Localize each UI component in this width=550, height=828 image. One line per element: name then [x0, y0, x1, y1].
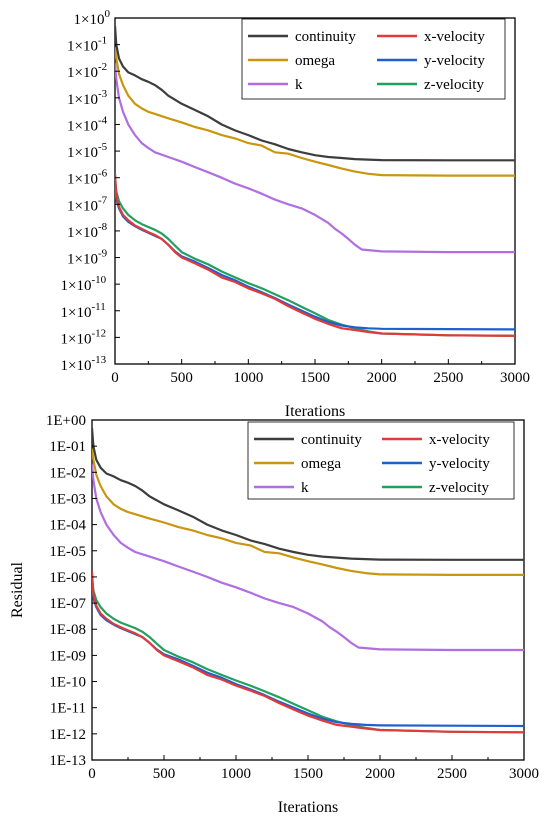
y-tick-label: 1×10 — [67, 145, 98, 161]
y-tick-label: 1E-06 — [49, 570, 86, 586]
x-tick-label: 500 — [170, 370, 193, 386]
legend-label-continuity: continuity — [301, 432, 362, 448]
y-tick-label: 1×10 — [74, 12, 105, 28]
legend-label-y-velocity: y-velocity — [424, 53, 485, 69]
x-tick-label: 2500 — [433, 370, 463, 386]
x-tick-label: 1000 — [221, 766, 251, 782]
y-tick-exponent: -3 — [98, 88, 108, 100]
y-tick-exponent: -11 — [92, 301, 106, 313]
y-tick-exponent: -6 — [98, 168, 108, 180]
y-tick-label: 1×10 — [67, 118, 98, 134]
y-tick-label: 1E-09 — [49, 648, 86, 664]
legend-label-z-velocity: z-velocity — [429, 480, 489, 496]
y-tick-exponent: -9 — [98, 248, 108, 260]
x-tick-label: 500 — [153, 766, 176, 782]
x-tick-label: 1500 — [293, 766, 323, 782]
x-tick-label: 3000 — [509, 766, 539, 782]
y-tick-label: 1E-13 — [49, 753, 86, 769]
y-tick-exponent: 0 — [105, 8, 111, 20]
y-tick-label: 1×10 — [67, 172, 98, 188]
x-tick-label: 0 — [88, 766, 96, 782]
series-line-omega — [92, 448, 524, 577]
y-tick-exponent: -8 — [98, 221, 108, 233]
y-tick-exponent: -7 — [98, 194, 108, 206]
x-tick-label: 0 — [111, 370, 119, 386]
y-tick-exponent: -5 — [98, 141, 108, 153]
y-tick-label: 1×10 — [67, 225, 98, 241]
series-line-k — [115, 63, 515, 254]
y-tick-label: 1×10 — [61, 331, 92, 347]
y-tick-label: 1×10 — [61, 278, 92, 294]
chart-panel-2: 0 500 1000 1500 2000 2500 3000 1E+00 1E-01 1E-02 1… — [9, 413, 539, 816]
y-tick-label: 1E-02 — [49, 465, 86, 481]
x-axis-title: Iterations — [278, 799, 338, 816]
y-tick-exponent: -12 — [92, 327, 107, 339]
y-tick-label: 1E-12 — [49, 727, 86, 743]
series-line-omega — [115, 47, 515, 177]
y-tick-label: 1E-07 — [49, 596, 86, 612]
x-tick-label: 3000 — [500, 370, 530, 386]
legend-label-z-velocity: z-velocity — [424, 77, 484, 93]
x-tick-label: 1000 — [233, 370, 263, 386]
y-tick-label: 1E-03 — [49, 491, 86, 507]
y-tick-label: 1×10 — [67, 39, 98, 55]
series-line-z-velocity — [115, 177, 515, 337]
y-tick-label: 1×10 — [67, 198, 98, 214]
y-tick-label: 1E-01 — [49, 439, 86, 455]
series-line-continuity — [92, 427, 524, 561]
series-line-x-velocity — [92, 572, 524, 734]
y-tick-exponent: -2 — [98, 61, 107, 73]
y-tick-exponent: -1 — [98, 35, 107, 47]
x-tick-label: 2000 — [365, 766, 395, 782]
series-line-z-velocity — [92, 576, 524, 734]
x-tick-label: 1500 — [300, 370, 330, 386]
x-tick-label: 2000 — [367, 370, 397, 386]
y-tick-label: 1×10 — [67, 252, 98, 268]
y-tick-exponent: -10 — [92, 274, 107, 286]
series-line-k — [92, 464, 524, 652]
y-tick-label: 1×10 — [67, 92, 98, 108]
y-tick-exponent: -4 — [98, 114, 108, 126]
y-tick-label: 1E-08 — [49, 622, 86, 638]
legend-label-continuity: continuity — [295, 29, 356, 45]
legend-label-x-velocity: x-velocity — [424, 29, 485, 45]
y-tick-exponent: -13 — [92, 354, 107, 366]
legend-label-omega: omega — [301, 456, 341, 472]
legend-label-y-velocity: y-velocity — [429, 456, 490, 472]
legend-label-x-velocity: x-velocity — [429, 432, 490, 448]
x-tick-label: 2500 — [437, 766, 467, 782]
y-tick-label: 1E-10 — [49, 675, 86, 691]
legend-label-k: k — [301, 480, 309, 496]
legend-label-k: k — [295, 77, 303, 93]
legend-label-omega: omega — [295, 53, 335, 69]
y-axis-title: Residual — [9, 561, 26, 618]
series-group — [92, 427, 524, 734]
series-line-x-velocity — [115, 172, 515, 337]
x-axis-title: Iterations — [285, 403, 345, 420]
y-tick-label: 1E+00 — [46, 413, 86, 429]
series-line-continuity — [115, 25, 515, 162]
series-group — [115, 25, 515, 337]
y-tick-label: 1×10 — [61, 305, 92, 321]
y-tick-label: 1E-04 — [49, 518, 86, 534]
y-tick-label: 1×10 — [61, 358, 92, 374]
y-tick-label: 1×10 — [67, 65, 98, 81]
y-tick-label: 1E-05 — [49, 544, 86, 560]
y-tick-label: 1E-11 — [50, 701, 86, 717]
